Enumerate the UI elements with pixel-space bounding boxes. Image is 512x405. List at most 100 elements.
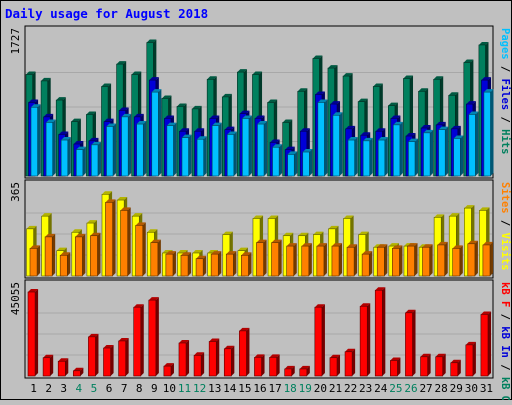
bar-sites-day-6-side (112, 199, 116, 276)
bar-pages-day-31 (483, 89, 494, 177)
bar-sites-day-6-top (105, 199, 116, 203)
bar-sites-day-30-top (467, 240, 478, 244)
bar-pages-day-4-face (75, 149, 84, 177)
bar-pages-day-18-face (287, 154, 295, 177)
bar-kb-f-day-16 (254, 354, 265, 377)
bar-kb-f-day-11-face (178, 342, 187, 377)
bar-kb-f-day-6-side (110, 345, 114, 376)
bar-pages-day-6-face (106, 126, 114, 177)
bar-pages-day-16-top (257, 121, 268, 125)
x-label-day-23: 23 (359, 382, 372, 395)
bar-visits-day-1-top (26, 225, 37, 229)
bar-sites-day-18-face (286, 245, 295, 277)
bar-pages-day-25-face (393, 124, 401, 177)
bar-pages-day-19-face (302, 151, 310, 177)
bar-sites-day-19-side (308, 243, 312, 276)
bar-hits-day-25-top (388, 102, 398, 106)
bar-sites-day-28-face (437, 244, 446, 277)
bar-hits-day-11-top (176, 103, 187, 107)
bar-sites-day-23-face (361, 253, 370, 277)
bar-kb-f-day-20-side (321, 304, 325, 376)
bar-sites-day-9-top (150, 239, 161, 243)
bar-pages-day-31-top (483, 89, 494, 93)
legend-part: / (499, 358, 511, 377)
bar-sites-day-31-face (482, 244, 491, 277)
bar-files-day-30-top (466, 101, 476, 105)
x-label-day-20: 20 (314, 382, 327, 395)
bar-kb-f-day-15-top (239, 327, 250, 331)
bar-visits-day-23-top (358, 231, 369, 235)
bar-pages-day-13-side (218, 122, 222, 176)
bar-pages-day-28-top (438, 126, 449, 130)
bar-pages-day-2-side (52, 119, 56, 176)
bar-sites-day-13-side (218, 251, 222, 276)
bar-kb-f-day-8-face (133, 306, 142, 377)
bar-sites-day-23-side (369, 251, 373, 276)
x-label-day-6: 6 (106, 382, 113, 395)
bar-visits-day-9-top (147, 229, 158, 233)
bar-pages-day-10-face (166, 125, 174, 177)
bar-files-day-11-top (179, 128, 190, 132)
bar-sites-day-26 (407, 243, 418, 277)
bar-hits-day-8-top (131, 71, 142, 75)
bar-sites-day-30 (467, 240, 478, 277)
bar-kb-f-day-5-side (95, 333, 99, 376)
axis-legend-kbytes: kB F / kB In / kB Out (499, 282, 511, 400)
bar-visits-day-2-top (41, 213, 52, 217)
bar-sites-day-11-side (188, 252, 192, 276)
bar-hits-day-17-top (267, 99, 278, 103)
x-label-day-30: 30 (465, 382, 478, 395)
bar-kb-f-day-16-top (254, 354, 265, 358)
bar-sites-day-15-face (241, 254, 249, 277)
bar-kb-f-day-11-top (178, 340, 190, 344)
bar-pages-day-29-side (460, 135, 464, 176)
bar-kb-f-day-23-top (360, 303, 371, 307)
x-label-day-2: 2 (45, 382, 52, 395)
bar-kb-f-day-15 (239, 327, 250, 377)
bar-pages-day-10-top (166, 122, 177, 126)
bar-sites-day-29-top (452, 245, 463, 249)
bar-visits-day-20-top (313, 231, 324, 235)
bar-pages-day-6-top (106, 123, 117, 127)
bar-files-day-3-top (58, 131, 69, 135)
bar-sites-day-5-side (97, 232, 101, 276)
bar-sites-day-7-top (120, 207, 131, 211)
bar-sites-day-18-top (286, 243, 297, 247)
bar-kb-f-day-6-top (103, 345, 114, 349)
bar-sites-day-20-face (316, 245, 325, 277)
bar-sites-day-25-side (399, 245, 403, 276)
bar-kb-f-day-19-side (306, 365, 310, 376)
bar-hits-day-15-top (237, 69, 247, 73)
bar-kb-f-day-24-top (375, 287, 386, 291)
x-label-day-14: 14 (223, 382, 237, 395)
bar-kb-f-day-1-side (35, 289, 39, 376)
bar-pages-day-21-top (332, 112, 343, 116)
bar-sites-day-4-side (82, 233, 86, 276)
bar-kb-f-day-17-top (269, 354, 280, 358)
bar-pages-day-12-top (197, 136, 207, 140)
bar-files-day-16-top (254, 115, 265, 119)
bar-files-day-21-top (330, 101, 341, 105)
bar-pages-day-2-top (46, 119, 56, 123)
bar-kb-f-day-19 (299, 365, 310, 377)
bar-pages-day-22-side (354, 137, 358, 176)
bar-pages-day-24-face (377, 139, 386, 177)
bar-sites-day-10-top (165, 251, 176, 255)
bar-hits-day-16-top (252, 71, 263, 75)
bar-pages-day-1-top (31, 104, 41, 108)
bar-kb-f-day-17-side (276, 354, 280, 376)
bar-sites-day-15 (241, 252, 252, 277)
bar-visits-day-14-top (222, 231, 233, 235)
bar-pages-day-3-top (61, 137, 71, 141)
x-label-day-27: 27 (419, 382, 432, 395)
bar-kb-f-day-23 (359, 303, 371, 377)
bar-pages-day-9-face (151, 91, 159, 177)
bar-hits-day-2-top (41, 77, 51, 81)
bar-pages-day-3-face (60, 139, 69, 177)
bar-kb-f-day-9-face (148, 299, 157, 377)
bar-kb-f-day-28-side (442, 353, 446, 376)
bar-sites-day-2-side (52, 233, 56, 276)
bar-kb-f-day-18-top (284, 365, 295, 369)
bar-kb-f-day-11-side (186, 340, 190, 376)
